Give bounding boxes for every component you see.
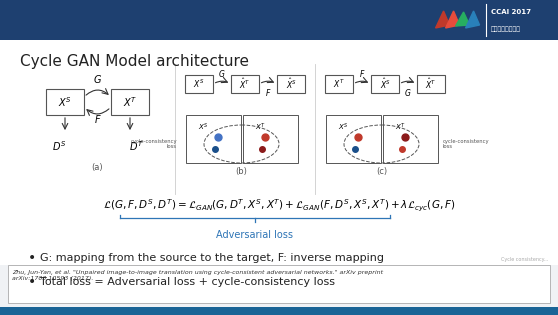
Bar <box>371 75 399 93</box>
Text: $\hat{X}^S$: $\hat{X}^S$ <box>379 77 391 91</box>
Bar <box>231 75 259 93</box>
Bar <box>417 75 445 93</box>
Text: $X^T$: $X^T$ <box>395 121 406 133</box>
Text: G: G <box>405 89 411 98</box>
Text: $\hat{X}^S$: $\hat{X}^S$ <box>286 77 296 91</box>
Text: F: F <box>95 115 100 125</box>
Text: $D^T$: $D^T$ <box>128 139 143 153</box>
Polygon shape <box>455 12 470 26</box>
Text: $X^T$: $X^T$ <box>123 95 137 109</box>
Text: $\hat{X}^T$: $\hat{X}^T$ <box>425 77 437 91</box>
Bar <box>0 307 558 315</box>
Text: (b): (b) <box>235 167 247 175</box>
Text: $X^S$: $X^S$ <box>338 121 348 133</box>
Text: cycle-consistency
loss: cycle-consistency loss <box>442 139 489 149</box>
Bar <box>325 75 353 93</box>
Bar <box>0 40 558 265</box>
Text: $D^S$: $D^S$ <box>52 139 66 153</box>
Text: Adversarial loss: Adversarial loss <box>217 230 294 240</box>
Text: $X^S$: $X^S$ <box>193 78 205 90</box>
Text: 中国人工智能大会: 中国人工智能大会 <box>490 26 521 32</box>
Text: F: F <box>266 89 270 98</box>
Text: G: G <box>219 70 225 78</box>
Bar <box>185 75 213 93</box>
Bar <box>0 0 558 40</box>
Polygon shape <box>445 11 460 28</box>
Text: Cycle consistency...: Cycle consistency... <box>501 257 548 262</box>
Bar <box>325 115 381 163</box>
Text: •: • <box>28 275 36 289</box>
Text: G: G <box>94 75 101 85</box>
Text: •: • <box>28 251 36 265</box>
Polygon shape <box>436 11 450 28</box>
Polygon shape <box>465 11 479 28</box>
Bar <box>243 115 297 163</box>
Text: $X^T$: $X^T$ <box>254 121 266 133</box>
Text: (c): (c) <box>376 167 387 175</box>
Text: F: F <box>360 70 364 78</box>
Text: $X^T$: $X^T$ <box>333 78 345 90</box>
Bar <box>382 115 437 163</box>
Text: Zhu, Jun-Yan, et al. "Unpaired image-to-image translation using cycle-consistent: Zhu, Jun-Yan, et al. "Unpaired image-to-… <box>12 270 383 281</box>
Bar <box>185 115 240 163</box>
Text: $\hat{X}^T$: $\hat{X}^T$ <box>239 77 251 91</box>
Bar <box>8 265 550 303</box>
Text: Cycle GAN Model architecture: Cycle GAN Model architecture <box>20 54 249 69</box>
Text: G: mapping from the source to the target, F: inverse mapping: G: mapping from the source to the target… <box>40 253 384 263</box>
Text: $\mathcal{L}(G, F, D^S, D^T) = \mathcal{L}_{GAN}(G, D^T, X^S, X^T) + \mathcal{L}: $\mathcal{L}(G, F, D^S, D^T) = \mathcal{… <box>103 198 455 214</box>
Bar <box>46 89 84 115</box>
Text: CCAI 2017: CCAI 2017 <box>490 9 531 15</box>
Text: (a): (a) <box>92 163 103 171</box>
Bar <box>277 75 305 93</box>
Bar <box>111 89 149 115</box>
Text: $X^S$: $X^S$ <box>58 95 72 109</box>
Text: $X^S$: $X^S$ <box>198 121 208 133</box>
Text: Total loss = Adversarial loss + cycle-consistency loss: Total loss = Adversarial loss + cycle-co… <box>40 277 335 287</box>
Text: cycle-consistency
loss: cycle-consistency loss <box>131 139 177 149</box>
